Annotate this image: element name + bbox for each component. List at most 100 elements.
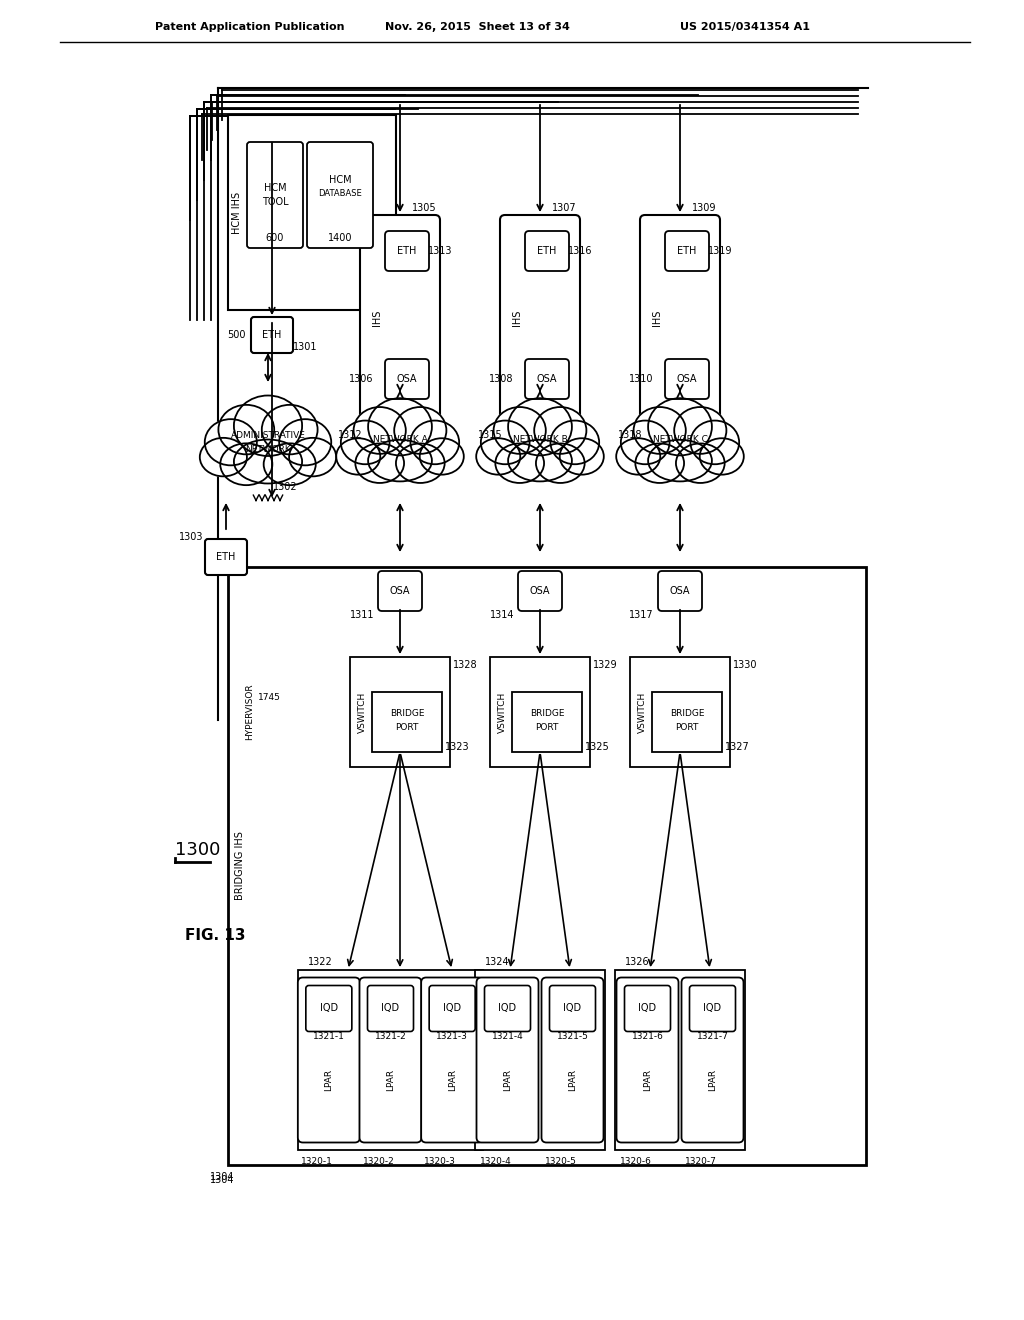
Text: 1305: 1305 bbox=[412, 203, 436, 213]
Text: OSA: OSA bbox=[396, 374, 417, 384]
FancyBboxPatch shape bbox=[682, 978, 743, 1143]
Ellipse shape bbox=[699, 438, 743, 475]
Text: ETH: ETH bbox=[262, 330, 282, 341]
Text: 600: 600 bbox=[266, 234, 285, 243]
Ellipse shape bbox=[218, 405, 274, 454]
Text: 1307: 1307 bbox=[552, 203, 577, 213]
Ellipse shape bbox=[420, 438, 464, 475]
Text: ETH: ETH bbox=[677, 246, 696, 256]
Text: 1321-7: 1321-7 bbox=[696, 1032, 728, 1041]
Text: VSWITCH: VSWITCH bbox=[357, 692, 367, 733]
Text: PORT: PORT bbox=[675, 723, 698, 733]
Ellipse shape bbox=[263, 444, 315, 486]
Text: 1320-7: 1320-7 bbox=[684, 1158, 717, 1167]
Ellipse shape bbox=[508, 440, 571, 482]
FancyBboxPatch shape bbox=[205, 539, 247, 576]
Text: IQD: IQD bbox=[703, 1003, 722, 1014]
Text: 1320-2: 1320-2 bbox=[362, 1158, 394, 1167]
FancyBboxPatch shape bbox=[625, 986, 671, 1031]
Text: BRIDGE: BRIDGE bbox=[670, 710, 705, 718]
Text: 500: 500 bbox=[227, 330, 246, 341]
Text: 1309: 1309 bbox=[692, 203, 717, 213]
Ellipse shape bbox=[634, 407, 686, 454]
Ellipse shape bbox=[411, 421, 459, 465]
FancyBboxPatch shape bbox=[378, 572, 422, 611]
Ellipse shape bbox=[690, 421, 739, 465]
Text: VSWITCH: VSWITCH bbox=[498, 692, 507, 733]
Text: 1322: 1322 bbox=[308, 957, 333, 968]
Ellipse shape bbox=[280, 420, 331, 466]
Text: VSWITCH: VSWITCH bbox=[638, 692, 646, 733]
Text: LPAR: LPAR bbox=[568, 1069, 577, 1092]
Text: Nov. 26, 2015  Sheet 13 of 34: Nov. 26, 2015 Sheet 13 of 34 bbox=[385, 22, 570, 32]
Text: ETH: ETH bbox=[397, 246, 417, 256]
Text: 1330: 1330 bbox=[733, 660, 758, 671]
Ellipse shape bbox=[220, 444, 272, 486]
Text: 1745: 1745 bbox=[258, 693, 281, 701]
FancyBboxPatch shape bbox=[525, 359, 569, 399]
FancyBboxPatch shape bbox=[429, 986, 475, 1031]
Ellipse shape bbox=[218, 412, 317, 478]
FancyBboxPatch shape bbox=[476, 978, 539, 1143]
Bar bbox=[630, 657, 730, 767]
Text: 1304: 1304 bbox=[210, 1175, 234, 1185]
Text: NETWORK: NETWORK bbox=[245, 446, 291, 454]
Ellipse shape bbox=[233, 396, 302, 455]
Text: BRIDGE: BRIDGE bbox=[390, 710, 424, 718]
Text: IHS: IHS bbox=[512, 309, 522, 326]
Text: ADMINISTRATIVE: ADMINISTRATIVE bbox=[230, 430, 305, 440]
Text: HCM IHS: HCM IHS bbox=[232, 191, 242, 234]
Text: TOOL: TOOL bbox=[262, 197, 289, 207]
Ellipse shape bbox=[536, 444, 585, 483]
FancyBboxPatch shape bbox=[359, 978, 422, 1143]
Ellipse shape bbox=[368, 440, 432, 482]
FancyBboxPatch shape bbox=[421, 978, 483, 1143]
Text: 1319: 1319 bbox=[708, 246, 732, 256]
Text: LPAR: LPAR bbox=[708, 1069, 717, 1092]
Text: OSA: OSA bbox=[390, 586, 411, 597]
FancyBboxPatch shape bbox=[306, 986, 352, 1031]
Ellipse shape bbox=[674, 407, 726, 454]
Text: 1308: 1308 bbox=[488, 374, 513, 384]
Text: DATABASE: DATABASE bbox=[318, 190, 361, 198]
Ellipse shape bbox=[394, 407, 446, 454]
Text: 1311: 1311 bbox=[349, 610, 374, 620]
Text: 1304: 1304 bbox=[210, 1172, 234, 1181]
Text: 1328: 1328 bbox=[453, 660, 477, 671]
Text: 1329: 1329 bbox=[593, 660, 617, 671]
Ellipse shape bbox=[635, 444, 684, 483]
Bar bbox=[298, 970, 483, 1150]
Ellipse shape bbox=[616, 438, 660, 475]
Text: 1314: 1314 bbox=[489, 610, 514, 620]
Ellipse shape bbox=[233, 440, 302, 483]
Text: 1324: 1324 bbox=[485, 957, 510, 968]
Text: IQD: IQD bbox=[499, 1003, 516, 1014]
FancyBboxPatch shape bbox=[525, 231, 569, 271]
Text: HCM: HCM bbox=[264, 183, 287, 193]
Ellipse shape bbox=[535, 407, 587, 454]
Text: NETWORK A: NETWORK A bbox=[373, 436, 427, 445]
Text: LPAR: LPAR bbox=[643, 1069, 652, 1092]
Text: 1400: 1400 bbox=[328, 234, 352, 243]
Bar bbox=[490, 657, 590, 767]
Ellipse shape bbox=[336, 438, 380, 475]
Text: IQD: IQD bbox=[319, 1003, 338, 1014]
FancyBboxPatch shape bbox=[689, 986, 735, 1031]
Text: BRIDGE: BRIDGE bbox=[529, 710, 564, 718]
FancyBboxPatch shape bbox=[298, 978, 359, 1143]
Text: HYPERVISOR: HYPERVISOR bbox=[246, 684, 255, 741]
Text: LPAR: LPAR bbox=[386, 1069, 395, 1092]
Text: 1302: 1302 bbox=[273, 482, 298, 492]
Bar bbox=[350, 657, 450, 767]
Ellipse shape bbox=[494, 407, 546, 454]
Text: 1301: 1301 bbox=[293, 342, 317, 352]
Ellipse shape bbox=[476, 438, 520, 475]
Text: 1317: 1317 bbox=[630, 610, 654, 620]
FancyBboxPatch shape bbox=[518, 572, 562, 611]
Bar bbox=[372, 692, 442, 752]
Text: IQD: IQD bbox=[381, 1003, 399, 1014]
Text: IHS: IHS bbox=[652, 309, 662, 326]
Text: 1315: 1315 bbox=[478, 430, 503, 440]
FancyBboxPatch shape bbox=[360, 215, 440, 420]
Text: 1326: 1326 bbox=[625, 957, 649, 968]
